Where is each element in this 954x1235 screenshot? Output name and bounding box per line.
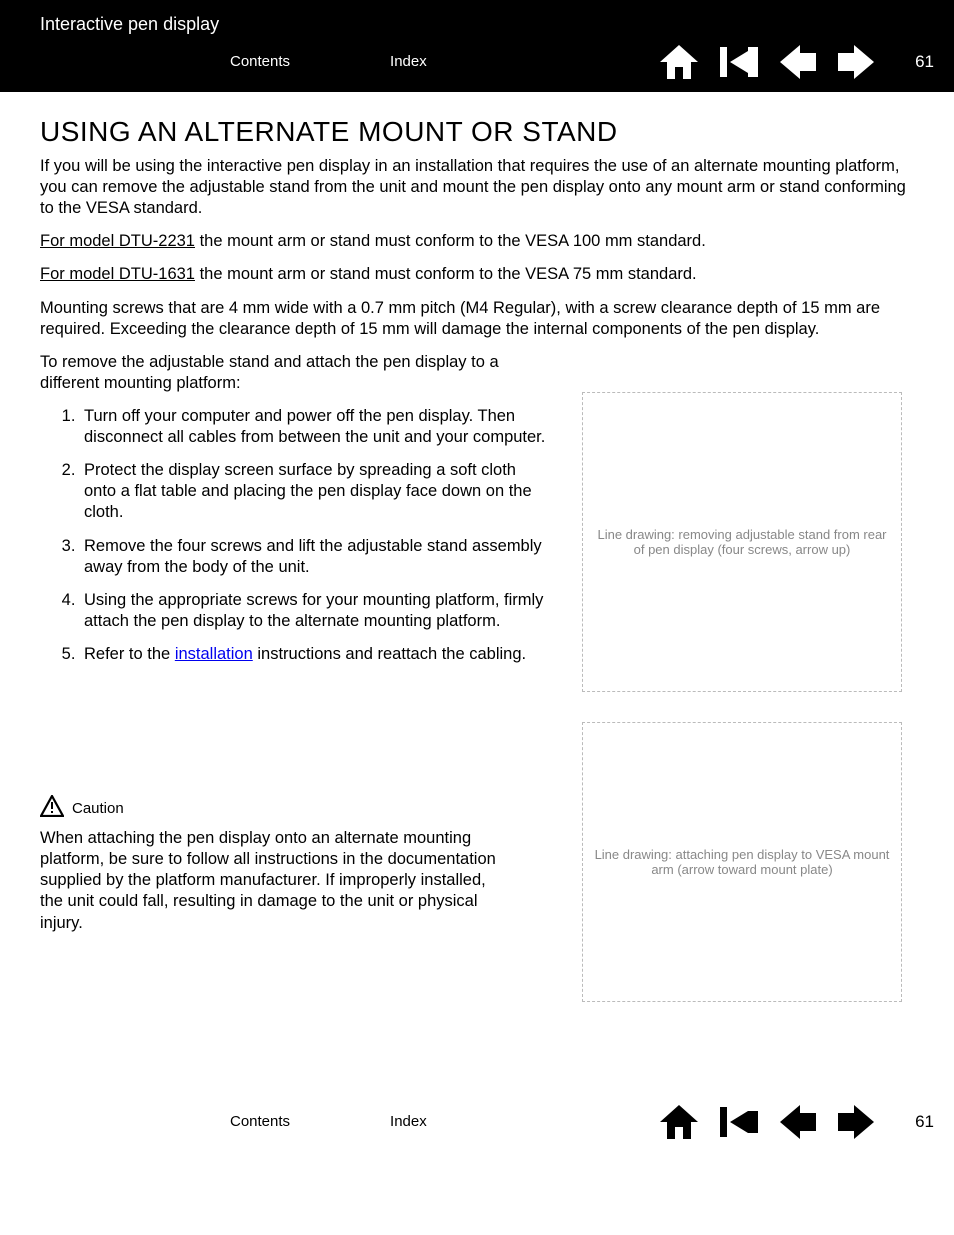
index-link[interactable]: Index	[390, 53, 427, 70]
footer-links: Contents Index	[30, 1113, 427, 1130]
step-4: Using the appropriate screws for your mo…	[80, 590, 550, 632]
model-1631-note: For model DTU-1631 the mount arm or stan…	[40, 264, 914, 285]
diagram-remove-stand: Line drawing: removing adjustable stand …	[582, 392, 902, 692]
header-links: Contents Index	[30, 53, 427, 70]
footer-page-number: 61	[906, 1112, 934, 1132]
model-1631-text: the mount arm or stand must conform to t…	[195, 265, 697, 283]
footer-first-page-icon[interactable]	[720, 1105, 758, 1139]
footer-prev-page-icon[interactable]	[780, 1105, 816, 1139]
page-heading: USING AN ALTERNATE MOUNT OR STAND	[40, 116, 914, 148]
step-1: Turn off your computer and power off the…	[80, 406, 550, 448]
remove-intro: To remove the adjustable stand and attac…	[40, 352, 550, 394]
home-icon[interactable]	[660, 45, 698, 79]
step-5-after: instructions and reattach the cabling.	[253, 645, 526, 663]
document-page: Interactive pen display Contents Index 6…	[0, 0, 954, 1162]
step-5-before: Refer to the	[84, 645, 175, 663]
page-number: 61	[906, 52, 934, 72]
footer-contents-link[interactable]: Contents	[230, 1113, 290, 1130]
installation-link[interactable]: installation	[175, 645, 253, 663]
footer-index-link[interactable]: Index	[390, 1113, 427, 1130]
step-3: Remove the four screws and lift the adju…	[80, 536, 550, 578]
step-2: Protect the display screen surface by sp…	[80, 460, 550, 523]
header-bar: Interactive pen display Contents Index 6…	[0, 0, 954, 92]
header-nav-icons: 61	[660, 45, 934, 79]
footer-home-icon[interactable]	[660, 1105, 698, 1139]
caution-label: Caution	[72, 800, 124, 817]
diagram-attach-mount: Line drawing: attaching pen display to V…	[582, 722, 902, 1002]
model-1631-label: For model DTU-1631	[40, 265, 195, 283]
footer-next-page-icon[interactable]	[838, 1105, 874, 1139]
footer-nav-icons: 61	[660, 1105, 934, 1139]
left-column: To remove the adjustable stand and attac…	[40, 352, 550, 1002]
two-column-layout: To remove the adjustable stand and attac…	[40, 352, 914, 1002]
document-title: Interactive pen display	[30, 14, 934, 45]
contents-link[interactable]: Contents	[230, 53, 290, 70]
caution-block: Caution When attaching the pen display o…	[40, 795, 550, 934]
steps-list: Turn off your computer and power off the…	[40, 406, 550, 665]
first-page-icon[interactable]	[720, 45, 758, 79]
step-5: Refer to the installation instructions a…	[80, 644, 550, 665]
next-page-icon[interactable]	[838, 45, 874, 79]
caution-text: When attaching the pen display onto an a…	[40, 828, 510, 934]
model-2231-note: For model DTU-2231 the mount arm or stan…	[40, 231, 914, 252]
footer-bar: Contents Index 61	[0, 1082, 954, 1162]
warning-icon	[40, 795, 64, 822]
caution-header: Caution	[40, 795, 550, 822]
page-content: USING AN ALTERNATE MOUNT OR STAND If you…	[0, 92, 954, 1002]
right-column: Line drawing: removing adjustable stand …	[570, 352, 914, 1002]
intro-paragraph: If you will be using the interactive pen…	[40, 156, 914, 219]
screws-paragraph: Mounting screws that are 4 mm wide with …	[40, 298, 914, 340]
prev-page-icon[interactable]	[780, 45, 816, 79]
model-2231-text: the mount arm or stand must conform to t…	[195, 232, 706, 250]
model-2231-label: For model DTU-2231	[40, 232, 195, 250]
